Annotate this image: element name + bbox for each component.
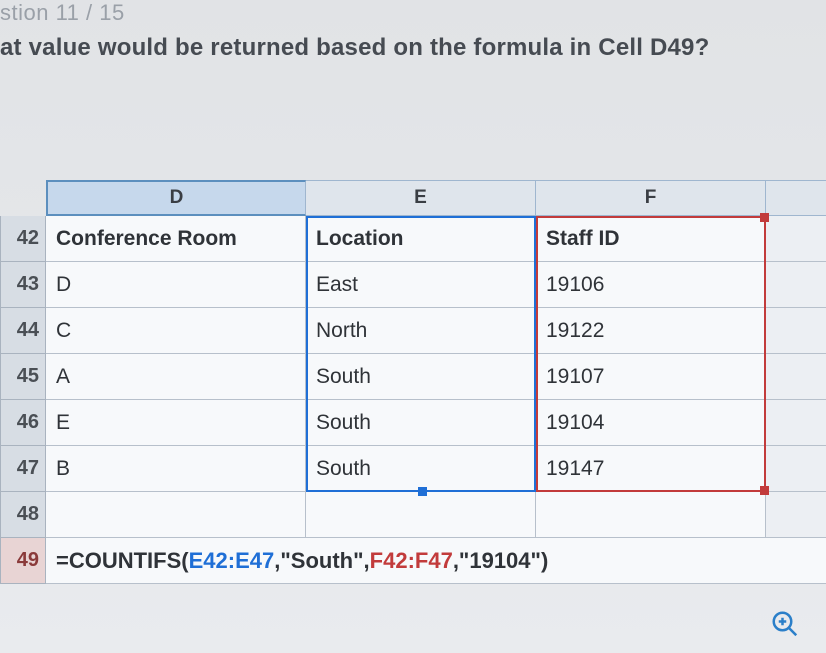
formula-range2: F42:F47 bbox=[370, 548, 453, 574]
cell-e42[interactable]: Location bbox=[306, 216, 536, 262]
cell-d48[interactable] bbox=[46, 492, 306, 538]
row-number[interactable]: 45 bbox=[0, 354, 46, 400]
row-number[interactable]: 42 bbox=[0, 216, 46, 262]
cell-f47[interactable]: 19147 bbox=[536, 446, 766, 492]
cell-d47[interactable]: B bbox=[46, 446, 306, 492]
table-row: 46 E South 19104 bbox=[0, 400, 826, 446]
cell-g42[interactable] bbox=[766, 216, 826, 262]
cell-e43[interactable]: East bbox=[306, 262, 536, 308]
column-header-g[interactable] bbox=[766, 180, 826, 216]
column-header-row: D E F bbox=[0, 180, 826, 216]
page-root: stion 11 / 15 at value would be returned… bbox=[0, 0, 826, 653]
row-number[interactable]: 43 bbox=[0, 262, 46, 308]
column-header-e[interactable]: E bbox=[306, 180, 536, 216]
cell-f44[interactable]: 19122 bbox=[536, 308, 766, 354]
selection-handle-f-br[interactable] bbox=[760, 486, 769, 495]
cell-g47[interactable] bbox=[766, 446, 826, 492]
row-number[interactable]: 48 bbox=[0, 492, 46, 538]
selection-handle-e[interactable] bbox=[418, 487, 427, 496]
cell-g48[interactable] bbox=[766, 492, 826, 538]
table-row: 44 C North 19122 bbox=[0, 308, 826, 354]
question-text: at value would be returned based on the … bbox=[0, 34, 709, 62]
column-header-f[interactable]: F bbox=[536, 180, 766, 216]
row-number[interactable]: 47 bbox=[0, 446, 46, 492]
cell-f45[interactable]: 19107 bbox=[536, 354, 766, 400]
cell-g44[interactable] bbox=[766, 308, 826, 354]
question-counter: stion 11 / 15 bbox=[0, 0, 125, 26]
cell-e47[interactable]: South bbox=[306, 446, 536, 492]
formula-row: 49 =COUNTIFS( E42:E47 ,"South", F42:F47 … bbox=[0, 538, 826, 584]
cell-f48[interactable] bbox=[536, 492, 766, 538]
column-header-d[interactable]: D bbox=[46, 180, 306, 216]
row-number-49[interactable]: 49 bbox=[0, 538, 46, 584]
cell-g46[interactable] bbox=[766, 400, 826, 446]
cell-d49-formula[interactable]: =COUNTIFS( E42:E47 ,"South", F42:F47 ,"1… bbox=[46, 538, 826, 584]
table-row: 45 A South 19107 bbox=[0, 354, 826, 400]
cell-d45[interactable]: A bbox=[46, 354, 306, 400]
table-row: 48 bbox=[0, 492, 826, 538]
row-number[interactable]: 46 bbox=[0, 400, 46, 446]
cell-d42[interactable]: Conference Room bbox=[46, 216, 306, 262]
formula-arg1: ,"South", bbox=[274, 548, 369, 574]
cell-e46[interactable]: South bbox=[306, 400, 536, 446]
cell-f42[interactable]: Staff ID bbox=[536, 216, 766, 262]
cell-g45[interactable] bbox=[766, 354, 826, 400]
row-number[interactable]: 44 bbox=[0, 308, 46, 354]
table-row: 42 Conference Room Location Staff ID bbox=[0, 216, 826, 262]
formula-prefix: =COUNTIFS( bbox=[56, 548, 189, 574]
cell-e44[interactable]: North bbox=[306, 308, 536, 354]
corner-cell bbox=[0, 180, 46, 216]
table-row: 43 D East 19106 bbox=[0, 262, 826, 308]
cell-e48[interactable] bbox=[306, 492, 536, 538]
table-row: 47 B South 19147 bbox=[0, 446, 826, 492]
selection-handle-f-tr[interactable] bbox=[760, 213, 769, 222]
cell-d44[interactable]: C bbox=[46, 308, 306, 354]
zoom-icon[interactable] bbox=[770, 609, 800, 639]
formula-arg2: ,"19104") bbox=[453, 548, 548, 574]
cell-d46[interactable]: E bbox=[46, 400, 306, 446]
cell-e45[interactable]: South bbox=[306, 354, 536, 400]
cell-d43[interactable]: D bbox=[46, 262, 306, 308]
spreadsheet: D E F 42 Conference Room Location Staff … bbox=[0, 180, 826, 584]
cell-g43[interactable] bbox=[766, 262, 826, 308]
cell-f46[interactable]: 19104 bbox=[536, 400, 766, 446]
formula-range1: E42:E47 bbox=[189, 548, 275, 574]
cell-f43[interactable]: 19106 bbox=[536, 262, 766, 308]
